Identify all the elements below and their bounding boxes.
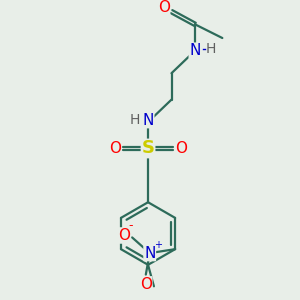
Text: N: N: [142, 112, 154, 128]
Text: O: O: [140, 277, 152, 292]
Text: O: O: [158, 0, 170, 15]
Text: O: O: [109, 141, 121, 156]
Text: S: S: [142, 140, 154, 158]
Text: O: O: [175, 141, 187, 156]
Text: +: +: [154, 240, 161, 250]
Text: H: H: [129, 113, 140, 127]
Text: N: N: [189, 43, 201, 58]
Text: -: -: [128, 219, 132, 232]
Text: H: H: [206, 42, 216, 56]
Text: N: N: [144, 246, 155, 261]
Text: O: O: [118, 228, 130, 243]
